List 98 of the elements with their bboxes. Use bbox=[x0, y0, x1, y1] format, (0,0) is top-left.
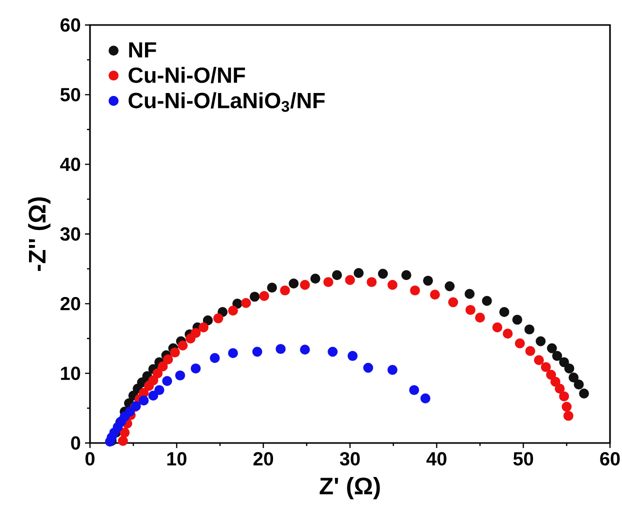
point bbox=[190, 328, 201, 338]
point bbox=[536, 336, 546, 346]
x-tick-label: 30 bbox=[340, 452, 360, 466]
y-axis-title: -Z'' (Ω) bbox=[28, 197, 50, 271]
point bbox=[492, 322, 502, 332]
point bbox=[363, 362, 374, 373]
legend-label: NF bbox=[129, 42, 156, 58]
point bbox=[158, 361, 168, 372]
point bbox=[118, 436, 128, 446]
point bbox=[148, 390, 158, 401]
point bbox=[554, 384, 565, 394]
point bbox=[378, 268, 388, 279]
point bbox=[163, 354, 173, 364]
point bbox=[420, 393, 430, 404]
point bbox=[124, 406, 135, 417]
point bbox=[502, 328, 513, 339]
y-tick-label: 30 bbox=[60, 227, 80, 241]
y-tick-label: 40 bbox=[60, 158, 80, 172]
point bbox=[465, 304, 476, 315]
point bbox=[512, 314, 522, 325]
point bbox=[366, 277, 377, 288]
point bbox=[202, 315, 213, 326]
legend-label: Cu-Ni-O/NF bbox=[128, 66, 246, 84]
x-tick-label: 10 bbox=[167, 452, 186, 466]
point bbox=[409, 385, 420, 396]
point bbox=[328, 346, 338, 357]
y-tick-label: 60 bbox=[60, 18, 80, 32]
point bbox=[300, 344, 310, 355]
point bbox=[410, 285, 420, 296]
point bbox=[387, 364, 398, 375]
point bbox=[259, 291, 270, 301]
point bbox=[198, 322, 209, 332]
x-tick-label: 20 bbox=[253, 452, 274, 466]
point bbox=[568, 372, 579, 382]
point bbox=[464, 288, 475, 299]
point bbox=[499, 307, 510, 318]
point bbox=[524, 324, 534, 334]
y-tick-label: 10 bbox=[61, 366, 80, 380]
point bbox=[152, 368, 163, 378]
point bbox=[250, 292, 260, 302]
point bbox=[562, 402, 572, 412]
point bbox=[210, 353, 220, 363]
point bbox=[288, 278, 299, 288]
point bbox=[252, 346, 262, 357]
point bbox=[241, 298, 251, 308]
x-axis-title: Z' (Ω) bbox=[320, 476, 380, 500]
point bbox=[563, 410, 574, 421]
point bbox=[267, 282, 277, 293]
point bbox=[559, 391, 570, 402]
legend-label: Cu-Ni-O/LaNiO$_{3}$/NF bbox=[128, 92, 325, 112]
point bbox=[190, 363, 201, 374]
point bbox=[444, 281, 455, 292]
point bbox=[546, 370, 556, 380]
point bbox=[579, 388, 589, 399]
point bbox=[228, 348, 238, 358]
y-tick-label: 20 bbox=[60, 296, 80, 310]
point bbox=[430, 290, 440, 300]
point bbox=[564, 363, 574, 374]
point bbox=[310, 274, 320, 284]
y-tick-label: 0 bbox=[71, 436, 80, 450]
point bbox=[559, 357, 570, 368]
point bbox=[423, 276, 433, 286]
point bbox=[525, 346, 536, 356]
point bbox=[300, 280, 310, 290]
point bbox=[175, 370, 186, 380]
point bbox=[154, 385, 164, 396]
point bbox=[162, 376, 172, 386]
point bbox=[228, 306, 238, 316]
point bbox=[348, 350, 358, 361]
x-tick-label: 60 bbox=[600, 452, 620, 466]
x-tick-label: 40 bbox=[426, 452, 446, 466]
point bbox=[534, 355, 544, 366]
point bbox=[401, 270, 412, 280]
point bbox=[178, 340, 188, 350]
point bbox=[345, 274, 355, 285]
point bbox=[148, 375, 158, 386]
x-tick-label: 50 bbox=[513, 452, 534, 466]
point bbox=[387, 280, 398, 290]
point bbox=[120, 428, 130, 438]
point bbox=[448, 297, 458, 308]
point bbox=[213, 313, 224, 324]
point bbox=[574, 379, 584, 390]
point bbox=[170, 347, 180, 358]
point bbox=[552, 350, 562, 361]
point bbox=[540, 362, 551, 372]
point bbox=[138, 396, 149, 406]
y-tick-label: 50 bbox=[60, 88, 80, 102]
point bbox=[323, 277, 334, 288]
point bbox=[276, 344, 286, 354]
point bbox=[354, 268, 364, 278]
point bbox=[482, 296, 492, 306]
point bbox=[546, 343, 557, 354]
x-tick-label: 0 bbox=[85, 452, 94, 466]
point bbox=[514, 338, 525, 348]
point bbox=[332, 270, 342, 280]
point bbox=[280, 285, 290, 296]
point bbox=[550, 376, 560, 387]
point bbox=[475, 312, 485, 323]
